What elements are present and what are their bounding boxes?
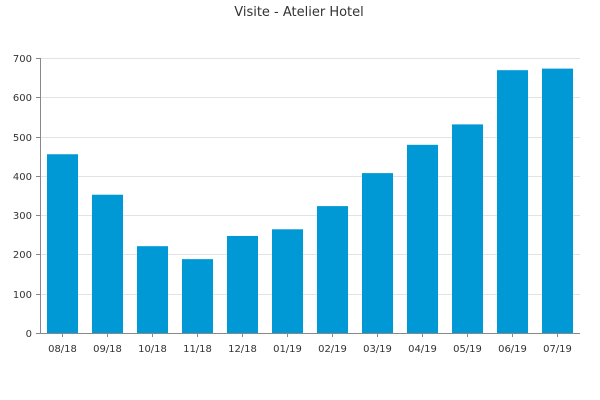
x-tick-label: 12/18 (228, 344, 257, 355)
y-tick-label: 600 (13, 93, 32, 104)
gridlines (40, 58, 580, 295)
x-tick-label: 07/19 (543, 344, 572, 355)
chart-title: Visite - Atelier Hotel (234, 5, 364, 20)
bar-04-19 (406, 144, 439, 333)
bar-12-18 (226, 235, 259, 333)
bar-02-19 (316, 206, 349, 333)
y-tick-label: 300 (13, 211, 32, 222)
y-tick-label: 0 (26, 329, 32, 340)
x-tick-label: 09/18 (93, 344, 122, 355)
x-tick-label: 01/19 (273, 344, 302, 355)
x-tick-label: 05/19 (453, 344, 482, 355)
bar-03-19 (361, 173, 394, 333)
axes (36, 58, 580, 337)
bar-06-19 (496, 70, 529, 334)
bar-11-18 (181, 259, 214, 333)
x-tick-label: 11/18 (183, 344, 212, 355)
y-tick-label: 400 (13, 172, 32, 183)
bar-01-19 (271, 229, 304, 333)
x-tick-label: 04/19 (408, 344, 437, 355)
bar-09-18 (91, 194, 124, 333)
x-tick-label: 03/19 (363, 344, 392, 355)
x-tick-label: 06/19 (498, 344, 527, 355)
bar-10-18 (136, 246, 169, 333)
y-tick-label: 200 (13, 250, 32, 261)
x-tick-label: 10/18 (138, 344, 167, 355)
bar-08-18 (46, 154, 79, 333)
y-tick-label: 100 (13, 290, 32, 301)
x-tick-label: 02/19 (318, 344, 347, 355)
bars (46, 68, 574, 334)
y-tick-label: 500 (13, 133, 32, 144)
y-tick-labels: 0 100 200 300 400 500 600 700 (13, 54, 32, 340)
bar-05-19 (451, 124, 484, 333)
x-tick-label: 08/18 (48, 344, 77, 355)
y-tick-label: 700 (13, 54, 32, 65)
x-tick-labels: 08/18 09/18 10/18 11/18 12/18 01/19 02/19 03/19… (48, 344, 572, 355)
bar-07-19 (541, 68, 574, 334)
